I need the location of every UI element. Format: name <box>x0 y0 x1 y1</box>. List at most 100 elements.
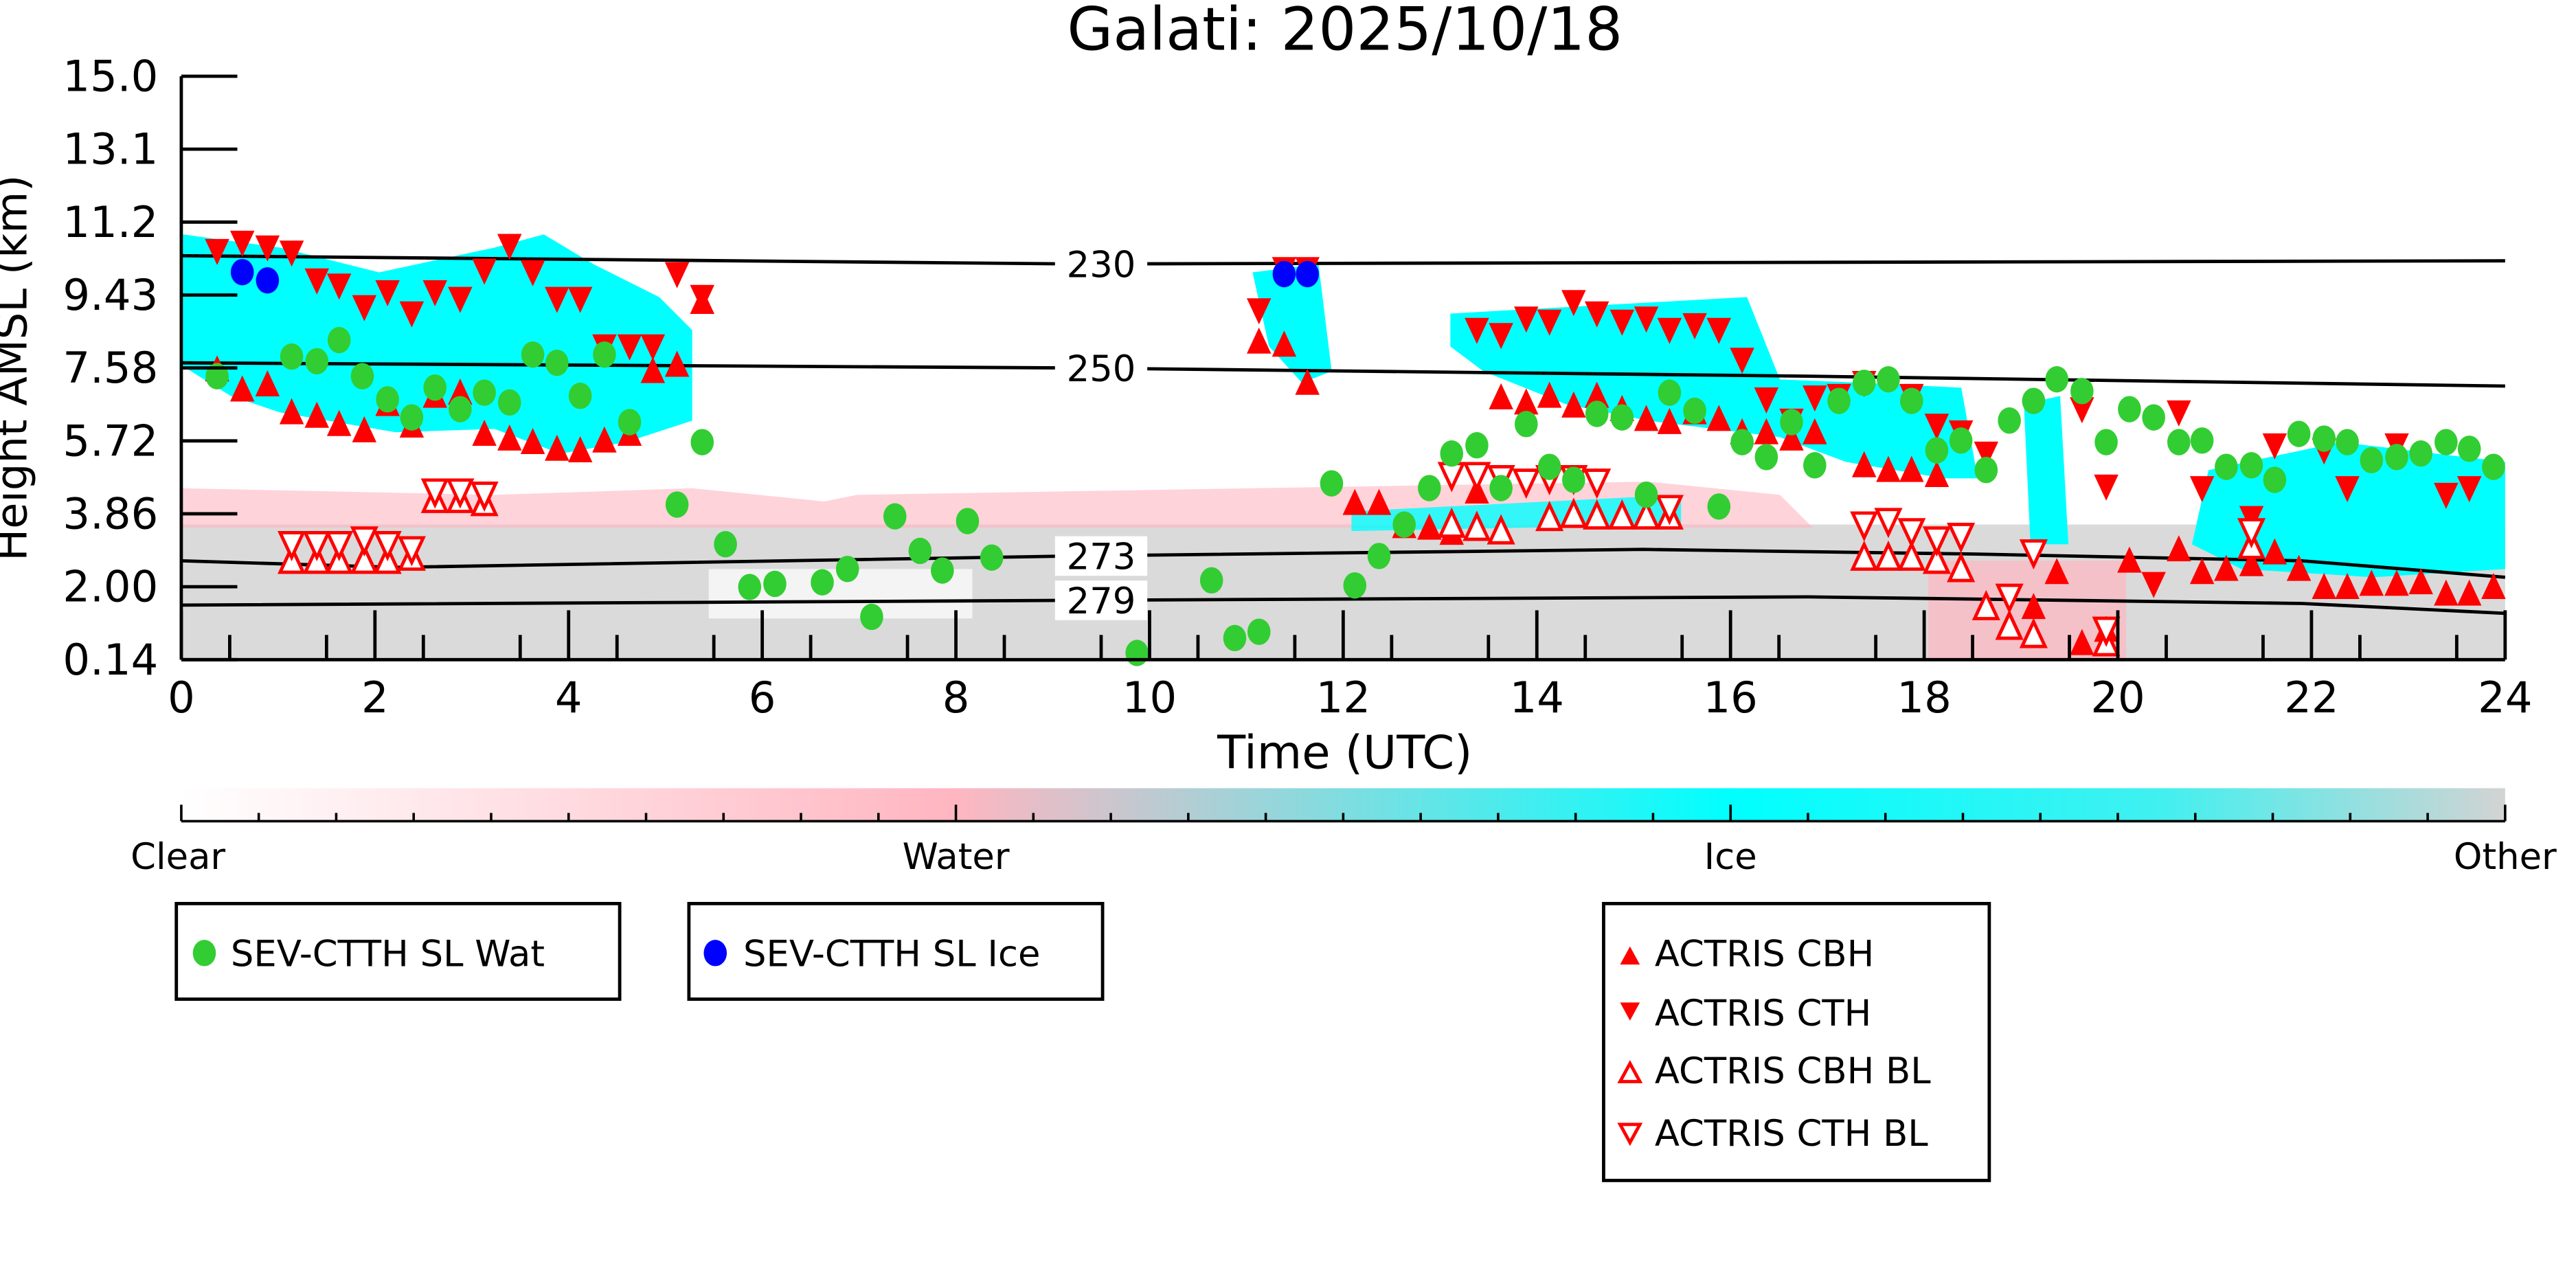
actris-cbh-point <box>2481 572 2506 599</box>
actris-cbh-point <box>2239 550 2264 576</box>
sev-ctth-sl-wat-point <box>449 396 472 422</box>
legend-label: SEV-CTTH SL Wat <box>231 934 545 975</box>
sev-ctth-sl-wat-point <box>1320 470 1344 497</box>
actris-cbh-point <box>2359 569 2384 596</box>
actris-cth-point <box>664 262 690 289</box>
actris-cth-point <box>2167 400 2191 427</box>
actris-cbh-point <box>1754 418 1779 444</box>
actris-cbh-point <box>1417 513 1442 540</box>
sev-ctth-sl-wat-point <box>1780 409 1803 436</box>
sev-ctth-sl-wat-point <box>883 503 907 530</box>
sev-ctth-sl-wat-point <box>1514 411 1538 438</box>
sev-ctth-sl-wat-point <box>618 409 642 436</box>
actris-cth-point <box>1537 309 1562 336</box>
sev-ctth-sl-wat-point <box>1392 511 1416 538</box>
actris-cbh-point <box>2456 579 2482 606</box>
actris-cbh-point <box>520 428 545 455</box>
sev-ctth-sl-wat-point <box>956 508 980 534</box>
y-tick-label: 15.0 <box>63 52 158 102</box>
data-markers <box>205 230 2506 666</box>
sev-ctth-sl-wat-point <box>2434 429 2458 455</box>
legend-label: ACTRIS CBH BL <box>1655 1050 1931 1092</box>
sev-ctth-sl-wat-point <box>2409 440 2432 467</box>
sev-ctth-sl-wat-point <box>2263 466 2287 493</box>
x-tick-label: 20 <box>2090 673 2145 723</box>
sev-ctth-sl-wat-point <box>1562 466 1585 493</box>
y-tick-label: 0.14 <box>63 635 158 685</box>
legend-label: ACTRIS CTH <box>1655 993 1872 1035</box>
actris-cth-point <box>1609 309 1635 336</box>
actris-cth-point <box>1247 298 1272 325</box>
legend-marker-blue-circle <box>703 940 727 967</box>
actris-cbh-point <box>229 375 255 402</box>
actris-cbh-point <box>1247 327 1272 354</box>
actris-cth-point <box>1730 348 1754 374</box>
isotherm-279 <box>181 595 2505 615</box>
actris-cth-bl-point <box>1462 462 1491 493</box>
legend-marker-green-circle <box>192 940 216 967</box>
x-tick-label: 18 <box>1897 673 1951 723</box>
colorbar: Clear Water Ice Other <box>131 788 2557 878</box>
isotherm-label-bg <box>1054 580 1148 620</box>
sev-ctth-sl-wat-point <box>931 557 954 584</box>
actris-cth-point <box>1561 290 1586 317</box>
x-axis-label: Time (UTC) <box>1217 726 1472 780</box>
y-tick-label: 2.00 <box>63 562 158 612</box>
sev-ctth-sl-wat-point <box>497 389 521 416</box>
sev-ctth-sl-wat-point <box>1925 437 1949 464</box>
sev-ctth-sl-wat-point <box>305 348 329 375</box>
sev-ctth-sl-wat-point <box>2385 444 2408 471</box>
actris-cth-point <box>2189 476 2215 503</box>
actris-cth-point <box>1682 313 1707 339</box>
sev-ctth-sl-wat-point <box>1343 572 1367 599</box>
actris-cth-bl-point <box>1922 526 1951 557</box>
actris-cbh-point <box>2434 579 2459 606</box>
actris-cbh-point <box>2312 572 2336 599</box>
actris-cth-point <box>279 240 304 267</box>
legend-marker-triangle-up-open <box>1617 1060 1643 1083</box>
y-tick-label: 11.2 <box>63 197 158 247</box>
actris-cth-bl-point <box>1897 518 1926 549</box>
actris-cbh-bl-point <box>1462 510 1491 541</box>
actris-cth-bl-point <box>373 531 402 562</box>
actris-cth-bl-point <box>470 482 499 512</box>
x-tick-label: 4 <box>555 673 583 723</box>
colorbar-label-water: Water <box>903 836 1010 878</box>
actris-cth-point <box>617 334 642 361</box>
sev-ctth-sl-wat-point <box>980 544 1004 571</box>
actris-cbh-point <box>1803 418 1827 444</box>
actris-cbh-point <box>2384 569 2409 596</box>
isotherm-label-279: 279 <box>1067 580 1136 622</box>
actris-cth-point <box>1465 317 1489 344</box>
actris-cbh-point <box>664 350 690 377</box>
actris-cbh-bl-point <box>1583 499 1612 530</box>
legend-marker-triangle-down <box>1620 1002 1640 1021</box>
y-tick-label: 7.58 <box>63 343 158 393</box>
isotherm-label-250: 250 <box>1067 348 1136 390</box>
sev-ctth-sl-wat-point <box>2482 453 2505 480</box>
sev-ctth-sl-wat-point <box>376 386 399 413</box>
actris-cbh-bl-point <box>1897 540 1926 571</box>
actris-cth-point <box>1754 387 1779 414</box>
sev-ctth-sl-wat-point <box>665 491 689 518</box>
actris-cth-point <box>375 280 400 306</box>
sev-ctth-sl-wat-point <box>1610 404 1634 431</box>
chart-title: Galati: 2025/10/18 <box>1067 0 1623 65</box>
actris-cbh-point <box>2044 558 2069 585</box>
legend-label: SEV-CTTH SL Ice <box>743 934 1040 975</box>
actris-cbh-point <box>279 398 304 425</box>
actris-cth-point <box>2094 474 2119 501</box>
sev-ctth-sl-wat-point <box>835 556 859 583</box>
sev-ctth-sl-wat-point <box>1247 618 1271 645</box>
sev-ctth-sl-wat-point <box>1998 407 2021 434</box>
mask-ice-1100 <box>1252 264 1332 383</box>
x-tick-label: 6 <box>749 673 776 723</box>
y-tick-label: 9.43 <box>63 270 158 320</box>
actris-cth-point <box>567 286 593 313</box>
actris-cth-point <box>1489 323 1513 350</box>
actris-cbh-bl-point <box>1971 589 2000 620</box>
colorbar-label-clear: Clear <box>131 836 225 878</box>
actris-cbh-point <box>2286 554 2312 581</box>
actris-cbh-point <box>640 357 666 383</box>
